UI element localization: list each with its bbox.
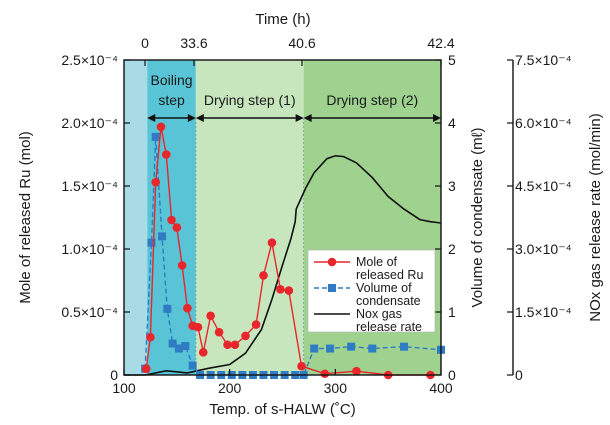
ru-point (206, 311, 215, 321)
y-left-tick-label: 0.5×10⁻⁴ (61, 304, 118, 320)
x-axis-label: Temp. of s-HALW (˚C) (209, 401, 355, 418)
legend-marker (327, 257, 337, 267)
y-right2-tick-label: 4.5×10⁻⁴ (515, 178, 572, 194)
condensate-point (368, 344, 377, 353)
ru-point (259, 271, 268, 280)
ru-point (284, 286, 294, 295)
stage-label-drying: Drying step (1) (204, 92, 296, 108)
ru-point (267, 238, 277, 247)
y-right2-tick-label: 3.0×10⁻⁴ (515, 241, 572, 257)
condensate-point (347, 342, 356, 351)
condensate-point (163, 304, 172, 313)
ru-point (198, 348, 208, 357)
condensate-point (174, 344, 183, 353)
condensate-point (158, 232, 167, 241)
y-left-tick-label: 2.0×10⁻⁴ (61, 115, 118, 131)
stage-band (124, 60, 148, 375)
y-right2-tick-label: 0 (515, 367, 523, 383)
condensate-point (147, 238, 156, 247)
condensate-point (188, 361, 197, 370)
y-right2-axis-label: NOx gas release rate (mol/min) (587, 113, 604, 321)
ru-point (161, 150, 171, 159)
ru-point (276, 285, 285, 294)
legend-label: release rate (356, 320, 422, 334)
y-right2-tick-label: 1.5×10⁻⁴ (515, 304, 572, 320)
condensate-point (181, 342, 190, 351)
y-right1-tick-label: 2 (448, 241, 456, 257)
y-left-tick-label: 1.0×10⁻⁴ (61, 241, 118, 257)
legend-marker (328, 284, 336, 292)
ru-point (193, 322, 203, 332)
condensate-point (326, 344, 335, 353)
y-right1-tick-label: 5 (448, 52, 456, 68)
condensate-point (151, 132, 160, 141)
stage-arrow (303, 114, 441, 122)
ru-point (156, 122, 166, 132)
top-tick-label: 33.6 (180, 35, 207, 51)
y-left-tick-label: 1.5×10⁻⁴ (61, 178, 118, 194)
stage-label-boiling: Boiling (151, 72, 193, 88)
y-right1-tick-label: 0 (448, 367, 456, 383)
legend-label: Volume of (356, 281, 412, 295)
top-tick-label: 0 (141, 35, 149, 51)
stage-label-drying: Drying step (2) (326, 92, 418, 108)
y-right2-tick-label: 7.5×10⁻⁴ (515, 52, 572, 68)
ru-point (241, 331, 250, 341)
y-right1-tick-label: 3 (448, 178, 456, 194)
stage-arrow (195, 114, 304, 122)
ru-point (167, 215, 176, 225)
plot-border (123, 59, 442, 376)
top-axis-label: Time (h) (255, 11, 310, 28)
ru-point (251, 320, 261, 329)
condensate-point (310, 344, 319, 353)
y-right2-tick-label: 6.0×10⁻⁴ (515, 115, 572, 131)
top-tick-label: 40.6 (288, 35, 315, 51)
legend-label: released Ru (356, 268, 423, 282)
x-tick-label: 200 (218, 380, 242, 396)
ru-point (214, 327, 224, 337)
ru-point (352, 366, 361, 376)
x-tick-label: 400 (429, 380, 453, 396)
series-layer (124, 122, 445, 380)
stage-label-boiling: step (158, 92, 185, 108)
series-line (124, 154, 442, 376)
y-right1-tick-label: 4 (448, 115, 456, 131)
plot-frame (123, 59, 442, 376)
ru-point (172, 223, 182, 232)
x-tick-label: 100 (112, 380, 136, 396)
legend-label: Nox gas (356, 307, 402, 321)
condensate-point (400, 342, 409, 351)
condensate-point (168, 339, 177, 348)
ru-point (151, 177, 160, 187)
y-right1-tick-label: 1 (448, 304, 456, 320)
y-left-axis-label: Mole of released Ru (mol) (17, 131, 34, 304)
ru-point (141, 364, 151, 374)
ru-point (320, 369, 330, 379)
ru-point (177, 261, 187, 270)
top-tick-label: 42.4 (427, 35, 454, 51)
stage-arrow (147, 114, 196, 122)
y-left-tick-label: 0 (110, 367, 118, 383)
ru-point (230, 340, 240, 350)
ru-point (223, 340, 232, 350)
legend-label: condensate (356, 294, 421, 308)
ru-point (297, 361, 306, 371)
ru-point (183, 303, 192, 313)
legend-label: Mole of (356, 255, 398, 269)
x-tick-label: 300 (324, 380, 348, 396)
ru-point (146, 332, 155, 342)
y-right1-axis-label: Volume of condensate (mℓ) (469, 128, 486, 308)
y-left-tick-label: 2.5×10⁻⁴ (61, 52, 118, 68)
